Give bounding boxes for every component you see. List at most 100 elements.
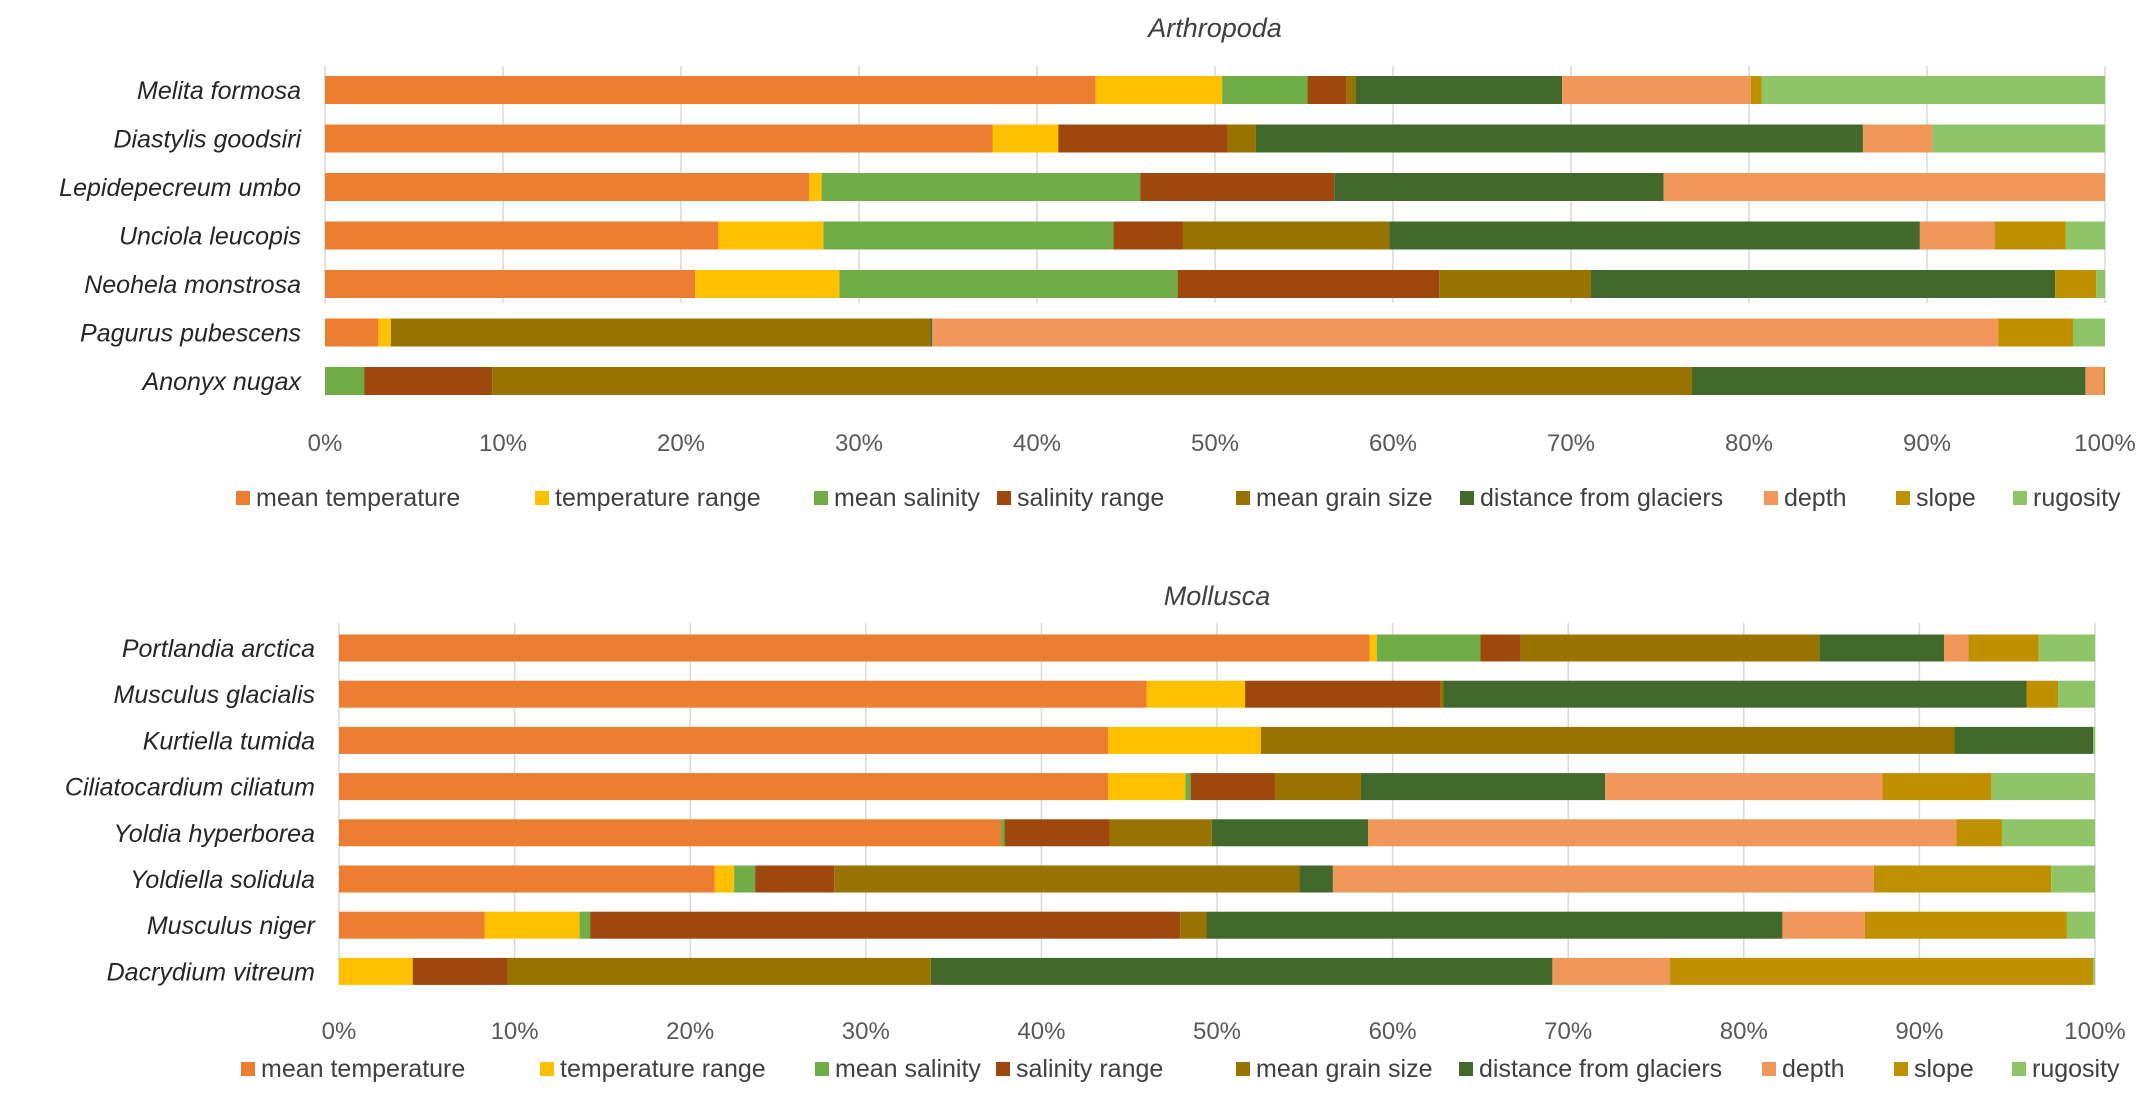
bar-segment [1968, 634, 2039, 662]
legend-entry: mean grain size [1256, 484, 1432, 512]
legend-swatch [815, 1062, 829, 1076]
bar-segment [809, 173, 822, 201]
bar-row: Musculus niger [147, 911, 2095, 940]
category-label: Portlandia arctica [122, 635, 315, 663]
bar-row: Diastylis goodsiri [113, 124, 2105, 154]
bar-segment [2103, 367, 2105, 395]
bar-segment [339, 726, 1109, 754]
bar-segment [1440, 680, 1444, 708]
bar-segment [1355, 76, 1563, 104]
x-tick-label: 20% [666, 1018, 714, 1045]
bar-segment [1004, 819, 1110, 847]
bar-segment [1443, 680, 2027, 708]
bar-row: Anonyx nugax [141, 367, 2105, 396]
bar-segment [1439, 270, 1591, 298]
bar-segment [1605, 773, 1883, 801]
bar-segment [1140, 173, 1335, 201]
bar-segment [325, 270, 696, 298]
bar-segment [1211, 819, 1369, 847]
bar-segment [2093, 726, 2095, 754]
bar-segment [1376, 634, 1481, 662]
legend-swatch [1236, 491, 1250, 505]
legend-swatch [236, 491, 250, 505]
bar-segment [378, 318, 391, 347]
x-tick-label: 70% [1547, 430, 1595, 457]
bar-segment [390, 318, 931, 347]
legend-swatch [1764, 491, 1778, 505]
bar-segment [1670, 957, 2094, 985]
legend-swatch [1236, 1062, 1250, 1076]
legend-entry: mean temperature [261, 1055, 465, 1083]
legend-entry: temperature range [555, 484, 761, 512]
legend-entry: mean grain size [1256, 1055, 1432, 1083]
legend-swatch [996, 1062, 1010, 1076]
legend-swatch [241, 1062, 255, 1076]
bar-segment [1182, 221, 1390, 250]
bar-segment [339, 911, 485, 939]
category-label: Kurtiella tumida [143, 727, 315, 755]
bar-segment [823, 221, 1114, 250]
bar-segment [1750, 76, 1762, 104]
legend-entry: depth [1782, 1055, 1845, 1083]
bar-segment [2085, 367, 2104, 395]
bar-segment [2038, 634, 2095, 662]
legend-swatch [2012, 1062, 2026, 1076]
legend-swatch [997, 491, 1011, 505]
category-label: Musculus glacialis [114, 681, 315, 709]
bar-segment [1480, 634, 1521, 662]
bar-segment [930, 318, 932, 347]
bar-segment [1095, 76, 1223, 104]
bar-segment [1562, 76, 1751, 104]
x-tick-label: 0% [308, 430, 343, 457]
bar-segment [1332, 865, 1874, 893]
bar-segment [992, 124, 1059, 153]
bar-row: Ciliatocardium ciliatum [65, 773, 2095, 802]
bar-segment [1991, 773, 2095, 801]
bar-segment [839, 270, 1178, 298]
bar-segment [492, 367, 1693, 395]
category-label: Diastylis goodsiri [113, 126, 302, 154]
bar-segment [579, 911, 591, 939]
bar-segment [1299, 865, 1333, 893]
legend-entry: salinity range [1016, 1055, 1163, 1083]
x-tick-label: 100% [2064, 1018, 2125, 1045]
legend-entry: salinity range [1017, 484, 1164, 512]
legend-swatch [2013, 491, 2027, 505]
bar-segment [1819, 634, 1944, 662]
x-tick-label: 60% [1369, 1018, 1417, 1045]
category-label: Yoldiella solidula [130, 866, 315, 894]
legend-entry: distance from glaciers [1480, 484, 1723, 512]
bar-segment [339, 680, 1147, 708]
chart-title: Arthropoda [1146, 13, 1282, 43]
bar-segment [2093, 957, 2095, 985]
bar-segment [412, 957, 508, 985]
bar-segment [590, 911, 1181, 939]
legend-entry: rugosity [2032, 1055, 2120, 1083]
bar-segment [1108, 726, 1261, 754]
bar-segment [2001, 819, 2095, 847]
x-tick-label: 90% [1903, 430, 1951, 457]
x-tick-label: 10% [491, 1018, 539, 1045]
bar-row: Neohela monstrosa [84, 270, 2105, 299]
legend-entry: temperature range [560, 1055, 766, 1083]
bar-segment [2058, 680, 2095, 708]
chart-title: Mollusca [1164, 581, 1271, 611]
bar-segment [2051, 865, 2095, 893]
bar-segment [339, 634, 1370, 662]
chart-panel-mollusca: Mollusca 0% 10% 20% 30% 40% 50% 60% 70% 80% 90% 100… [65, 581, 2126, 1083]
bar-segment [1994, 221, 2066, 250]
category-label: Pagurus pubescens [80, 320, 301, 348]
legend-entry: slope [1914, 1055, 1974, 1083]
x-tick-label: 30% [835, 430, 883, 457]
bar-row: Lepidepecreum umbo [59, 173, 2105, 202]
bar-segment [1058, 124, 1228, 153]
legend-swatch [1460, 491, 1474, 505]
x-tick-label: 40% [1013, 430, 1061, 457]
category-label: Anonyx nugax [141, 368, 303, 396]
legend-swatch [1459, 1062, 1473, 1076]
legend-swatch [1762, 1062, 1776, 1076]
bar-segment [714, 865, 735, 893]
bar-segment [1998, 318, 2073, 347]
x-tick-label: 50% [1193, 1018, 1241, 1045]
bar-segment [834, 865, 1300, 893]
